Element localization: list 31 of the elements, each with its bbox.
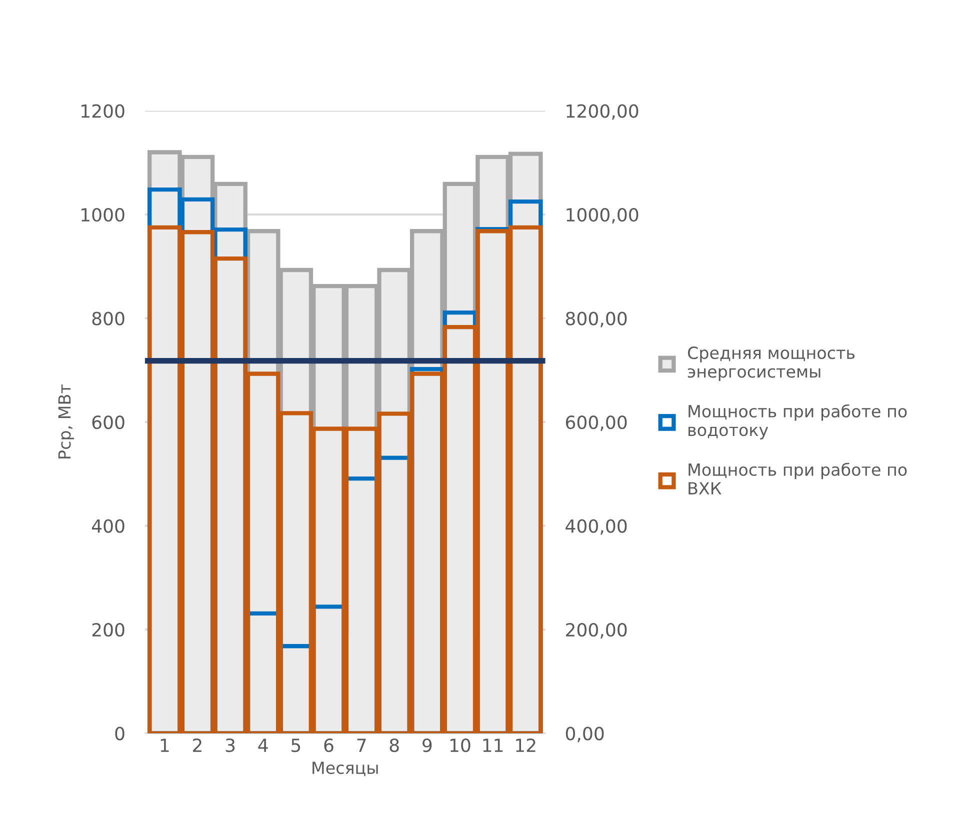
y-tick-label: 800 xyxy=(92,312,124,326)
y2-tick-label: 200,00 xyxy=(566,622,627,638)
y2-tick-label: 800,00 xyxy=(566,312,627,328)
y2-tick-label: 1000,00 xyxy=(566,208,638,224)
legend-label: Мощность при работе по ВХК xyxy=(688,462,907,494)
y2-tick-label: 600,00 xyxy=(566,415,627,431)
legend-label: Средняя мощность энергосистемы xyxy=(688,346,855,382)
y-tick-label: 1000 xyxy=(82,208,124,222)
y-tick-label: 400 xyxy=(92,519,124,533)
x-tick-label: 6 xyxy=(324,738,334,752)
y-axis-title: Рср, МВт xyxy=(58,384,74,458)
y2-tick-label: 1200,00 xyxy=(566,104,638,120)
y-tick-label: 200 xyxy=(92,622,124,637)
y2-tick-label: 0,00 xyxy=(566,726,604,742)
x-tick-label: 12 xyxy=(516,738,536,752)
x-axis-title: Месяцы xyxy=(312,762,378,776)
y-tick-label: 600 xyxy=(92,415,124,430)
x-tick-label: 3 xyxy=(226,738,235,752)
x-tick-label: 8 xyxy=(390,738,399,752)
x-tick-label: 4 xyxy=(258,738,268,752)
x-tick-label: 1 xyxy=(160,738,169,752)
y-tick-label: 1200 xyxy=(82,104,124,118)
y-tick-label: 0 xyxy=(115,726,124,740)
x-tick-label: 2 xyxy=(193,738,202,752)
x-tick-label: 5 xyxy=(292,738,300,752)
x-tick-label: 10 xyxy=(450,738,470,752)
x-tick-label: 11 xyxy=(483,738,503,752)
y2-tick-label: 400,00 xyxy=(566,519,627,535)
legend-label: Мощность при работе по водотоку xyxy=(688,404,907,440)
x-tick-label: 9 xyxy=(422,738,432,752)
x-tick-label: 7 xyxy=(357,738,366,752)
